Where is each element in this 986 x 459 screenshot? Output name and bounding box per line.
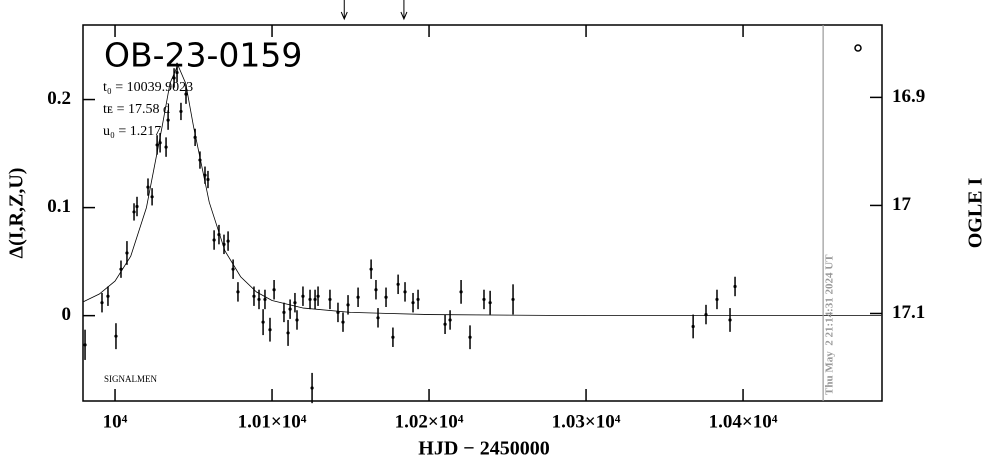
data-point — [119, 267, 123, 271]
data-point — [272, 288, 276, 292]
y-axis-label: Δ(I,R,Z,U) — [6, 168, 28, 259]
data-point — [704, 312, 708, 317]
data-point — [374, 288, 378, 292]
data-point — [459, 290, 463, 294]
footnote: SIGNALMEN — [104, 374, 157, 384]
data-point — [261, 320, 265, 324]
data-point — [257, 297, 261, 302]
data-point — [155, 143, 159, 147]
data-point — [443, 322, 447, 326]
data-point — [288, 307, 292, 311]
data-point — [310, 386, 314, 390]
data-point — [135, 204, 139, 209]
data-point — [511, 297, 515, 302]
marker-symbol — [854, 44, 862, 52]
data-point — [293, 301, 297, 305]
y2-tick-label: 16.9 — [892, 86, 925, 107]
data-point — [715, 297, 719, 302]
y2-tick-label: 17 — [892, 194, 912, 215]
x-tick-label: 1.01×10⁴ — [238, 411, 307, 432]
data-point — [403, 290, 407, 294]
data-point — [369, 267, 373, 271]
data-point — [376, 316, 380, 320]
data-point — [308, 297, 312, 302]
data-point — [203, 173, 207, 177]
data-point — [286, 331, 290, 335]
data-point — [106, 294, 110, 298]
data-point — [231, 267, 235, 271]
arrow — [340, 0, 348, 21]
data-point — [263, 297, 267, 302]
data-point — [336, 310, 340, 315]
data-point — [193, 135, 197, 139]
data-point — [198, 158, 202, 162]
data-point — [146, 185, 150, 189]
data-point — [179, 109, 183, 114]
data-point — [184, 92, 188, 96]
y2-tick-label: 17.1 — [892, 302, 925, 323]
data-point — [164, 145, 168, 149]
data-point — [172, 76, 176, 80]
chart-title: OB-23-0159 — [104, 36, 302, 75]
data-point — [114, 334, 118, 338]
data-point — [488, 301, 492, 305]
data-point — [206, 177, 210, 182]
annotation: t₀ = 10039.9023 — [103, 80, 193, 95]
data-point — [691, 324, 695, 329]
x-tick-label: 1.02×10⁴ — [395, 411, 464, 432]
data-point — [733, 284, 737, 289]
data-point — [301, 294, 305, 298]
data-point — [313, 297, 317, 302]
data-point — [328, 297, 332, 302]
data-point — [132, 210, 136, 214]
data-point — [391, 335, 395, 339]
data-point — [396, 282, 400, 286]
annotation: tᴇ = 17.58 d — [103, 102, 170, 117]
x-axis-label: HJD − 2450000 — [418, 438, 549, 459]
data-point — [482, 297, 486, 302]
data-point — [166, 118, 170, 122]
y-tick-label: 0.2 — [47, 88, 71, 109]
x-tick-label: 10⁴ — [103, 411, 128, 432]
y-tick-label: 0 — [62, 304, 72, 325]
data-point — [384, 295, 388, 299]
data-point — [83, 343, 87, 347]
data-point — [416, 297, 420, 302]
x-tick-label: 1.03×10⁴ — [552, 411, 621, 432]
x-tick-label: 1.04×10⁴ — [709, 411, 778, 432]
data-point — [125, 251, 129, 255]
data-point — [212, 238, 216, 242]
data-point — [316, 294, 320, 298]
data-point — [346, 303, 350, 307]
data-point — [175, 70, 179, 75]
data-point — [728, 318, 732, 322]
y-tick-label: 0.1 — [47, 196, 71, 217]
data-point — [295, 318, 299, 322]
data-point — [411, 301, 415, 305]
annotation: u₀ = 1.217 — [103, 124, 161, 139]
data-point — [150, 195, 154, 199]
data-point — [252, 294, 256, 298]
data-point — [158, 141, 162, 145]
data-point — [468, 335, 472, 339]
y2-axis-label: OGLE I — [965, 177, 986, 248]
plot-frame — [82, 24, 883, 402]
data-point — [217, 233, 221, 237]
data-point — [226, 239, 230, 243]
data-point — [100, 301, 104, 305]
data-point — [222, 242, 226, 246]
data-point — [268, 328, 272, 332]
date-label: Thu May 2 21:14:31 2024 UT — [824, 254, 836, 395]
data-point — [282, 310, 286, 315]
arrow — [400, 0, 408, 21]
data-point — [341, 320, 345, 324]
data-point — [356, 295, 360, 299]
model-curve — [83, 63, 882, 317]
data-point — [448, 318, 452, 322]
data-point — [236, 290, 240, 294]
